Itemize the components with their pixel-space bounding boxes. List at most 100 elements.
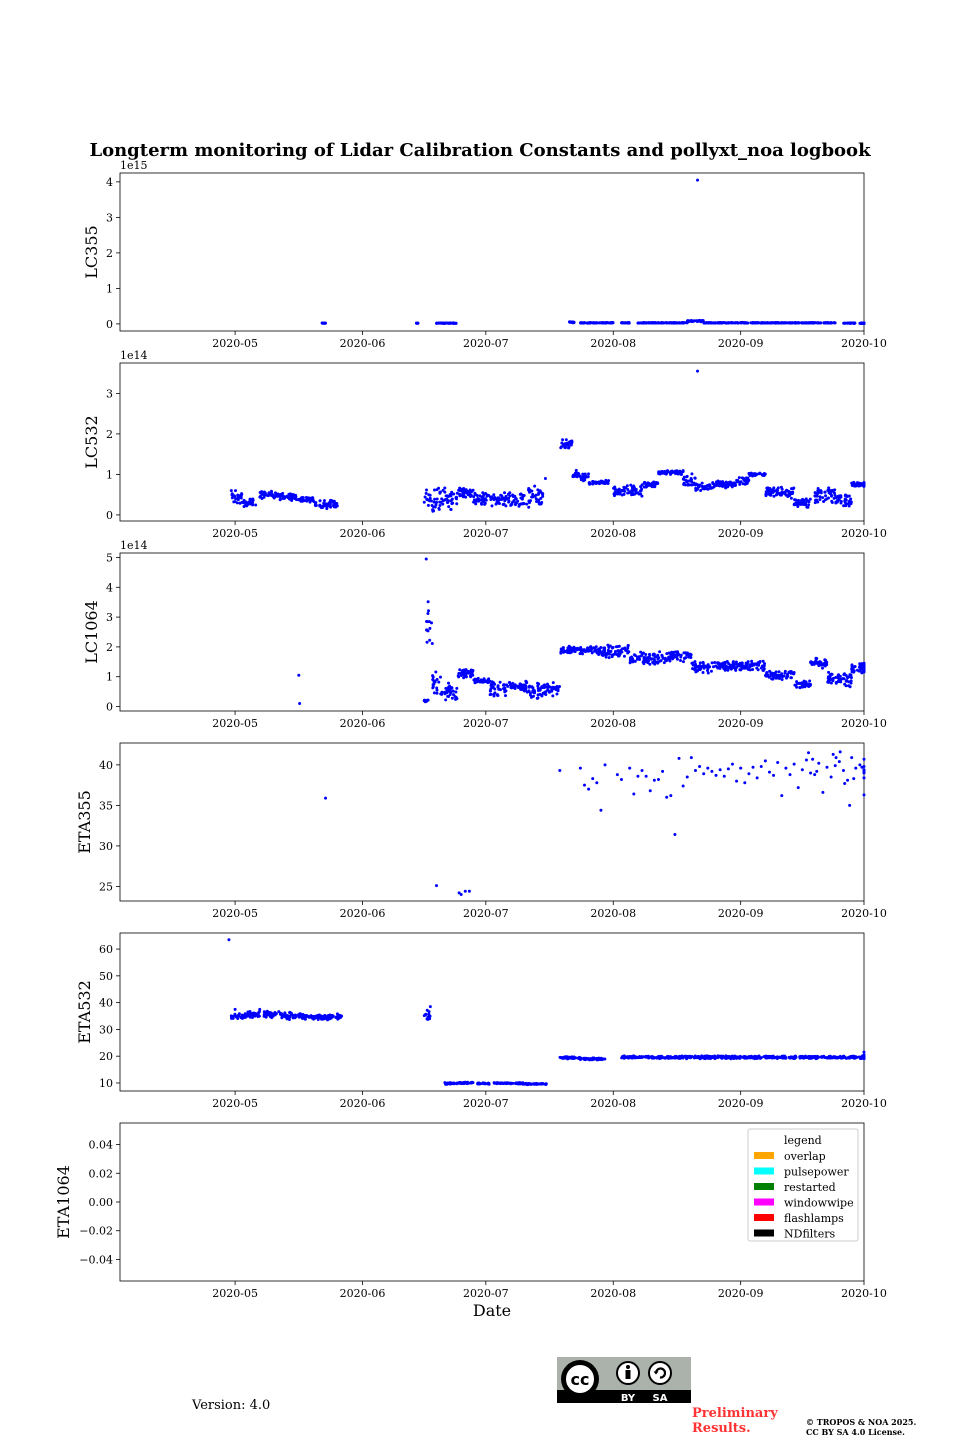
data-point — [321, 1017, 325, 1021]
legend-label-overlap: overlap — [784, 1150, 826, 1163]
data-point — [810, 321, 814, 325]
data-point — [659, 321, 663, 325]
data-point — [708, 1055, 712, 1059]
data-point — [287, 1017, 291, 1021]
x-tick-label: 2020-06 — [340, 337, 386, 350]
data-point — [704, 321, 708, 325]
data-point — [723, 1056, 727, 1060]
data-point — [698, 1057, 702, 1061]
data-point — [632, 792, 636, 796]
data-point — [798, 500, 802, 504]
data-point — [779, 321, 783, 325]
data-point — [428, 1005, 432, 1009]
data-point — [789, 676, 793, 680]
data-point — [551, 681, 555, 685]
data-point — [694, 662, 698, 666]
data-point — [507, 500, 511, 504]
data-point — [497, 501, 501, 505]
x-tick-label: 2020-09 — [718, 337, 764, 350]
y-tick-label: 4 — [106, 176, 113, 189]
data-point — [813, 491, 817, 495]
data-point — [435, 678, 439, 682]
data-point — [322, 499, 326, 503]
data-point — [539, 496, 543, 500]
data-point — [848, 673, 852, 677]
data-point — [733, 481, 737, 485]
data-point — [671, 657, 675, 661]
data-point — [506, 684, 510, 688]
data-point — [730, 481, 734, 485]
data-point — [858, 663, 862, 667]
legend-label-windowwipe: windowwipe — [784, 1197, 854, 1210]
data-point — [826, 680, 830, 684]
cc-badge-cc-text: cc — [571, 1370, 590, 1389]
data-point — [524, 680, 528, 684]
data-point — [540, 694, 544, 698]
y-tick-label: 20 — [99, 1050, 113, 1063]
version-label: Version: 4.0 — [192, 1398, 271, 1413]
data-point — [452, 1081, 456, 1085]
data-point — [557, 685, 561, 689]
data-point — [685, 474, 689, 478]
data-point — [675, 469, 679, 473]
data-point — [430, 503, 434, 507]
data-point — [428, 493, 432, 497]
data-point — [233, 494, 237, 498]
data-point — [837, 673, 841, 677]
data-point — [521, 1082, 525, 1086]
data-point — [639, 489, 643, 493]
data-point — [761, 473, 765, 477]
data-point — [712, 482, 716, 486]
data-point — [437, 486, 441, 490]
data-point — [610, 321, 614, 325]
data-point — [595, 781, 599, 785]
legend-swatch-overlap — [754, 1152, 774, 1159]
data-point — [618, 491, 622, 495]
data-point — [829, 1056, 833, 1060]
data-point — [285, 1014, 289, 1018]
data-point — [435, 686, 439, 690]
y-tick-label: 4 — [106, 581, 113, 594]
data-point — [767, 675, 771, 679]
data-point — [837, 498, 841, 502]
data-point — [711, 486, 715, 490]
data-point — [564, 1055, 568, 1059]
y-tick-label: 2 — [106, 641, 113, 654]
data-point — [833, 321, 837, 325]
data-point — [620, 493, 624, 497]
data-point — [842, 321, 846, 325]
y-tick-label: 3 — [106, 611, 113, 624]
data-point — [631, 657, 635, 661]
data-point — [694, 669, 698, 673]
data-point — [756, 661, 760, 665]
data-point — [803, 684, 807, 688]
data-point — [705, 669, 709, 673]
data-point — [696, 178, 700, 182]
data-point — [710, 769, 714, 773]
data-point — [840, 1056, 844, 1060]
data-point — [762, 664, 766, 668]
data-point — [793, 321, 797, 325]
data-point — [626, 643, 630, 647]
data-point — [482, 680, 486, 684]
data-point — [455, 491, 459, 495]
data-point — [858, 763, 862, 767]
data-point — [731, 660, 735, 664]
data-point — [755, 776, 759, 780]
data-point — [298, 1012, 302, 1016]
data-point — [823, 1056, 827, 1060]
data-point — [675, 657, 679, 661]
data-point — [712, 321, 716, 325]
data-point — [582, 783, 586, 787]
data-point — [765, 486, 769, 490]
data-point — [450, 1081, 454, 1085]
data-point — [819, 321, 823, 325]
data-point — [660, 653, 664, 657]
data-point — [601, 653, 605, 657]
data-point — [688, 483, 692, 487]
data-point — [489, 684, 493, 688]
data-point — [681, 660, 685, 664]
data-point — [518, 503, 522, 507]
data-point — [830, 499, 834, 503]
data-point — [607, 656, 611, 660]
